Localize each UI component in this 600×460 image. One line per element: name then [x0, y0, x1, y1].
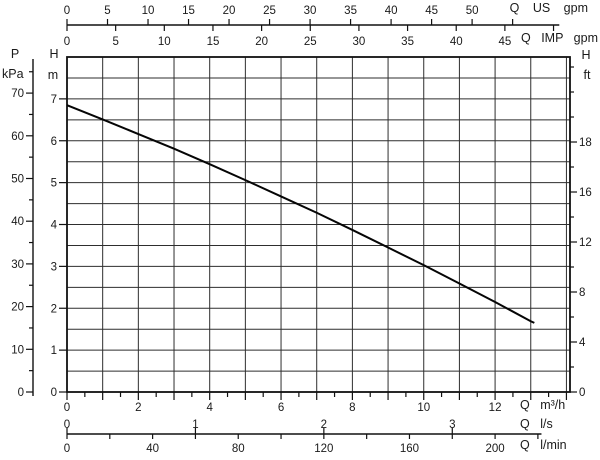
ls-tick-label: 3 [449, 419, 455, 431]
head-m-tick-label: 2 [51, 303, 57, 315]
head-m-tick-label: 6 [51, 136, 57, 148]
flow-axis-unit-us-gpm: Q US gpm [509, 1, 588, 15]
m3h-tick-label: 6 [278, 402, 284, 414]
imp-gpm-tick-label: 25 [304, 36, 317, 48]
kpa-tick-label: 60 [11, 131, 24, 143]
kpa-tick-label: 50 [11, 174, 24, 186]
us-gpm-tick-label: 30 [304, 5, 317, 17]
imp-gpm-tick-label: 35 [401, 36, 414, 48]
m3h-tick-label: 0 [64, 402, 70, 414]
lmin-tick-label: 200 [485, 443, 504, 455]
ft-tick-label: 8 [579, 287, 585, 299]
ft-tick-label: 0 [579, 387, 585, 399]
flow-axis-unit-lmin: Q l/min [520, 438, 567, 452]
pressure-axis-letter: P [10, 47, 20, 61]
ft-tick-label: 16 [579, 187, 592, 199]
head-m-tick-label: 7 [51, 94, 57, 106]
us-gpm-tick-label: 5 [104, 5, 110, 17]
pressure-axis-unit: kPa [2, 67, 24, 81]
kpa-tick-label: 0 [18, 387, 24, 399]
m3h-tick-label: 2 [135, 402, 141, 414]
imp-gpm-tick-label: 20 [255, 36, 268, 48]
us-gpm-tick-label: 50 [466, 5, 479, 17]
kpa-tick-label: 40 [11, 216, 24, 228]
head-m-tick-label: 4 [51, 220, 58, 232]
us-gpm-tick-label: 40 [385, 5, 398, 17]
head-curve [66, 104, 535, 324]
ft-tick-label: 18 [579, 137, 592, 149]
head-m-tick-label: 3 [51, 261, 57, 273]
lmin-tick-label: 120 [314, 443, 333, 455]
ls-tick-label: 2 [321, 419, 327, 431]
head-axis-unit-right: ft [583, 68, 591, 82]
us-gpm-tick-label: 15 [182, 5, 195, 17]
imp-gpm-tick-label: 40 [450, 36, 463, 48]
head-m-tick-label: 0 [51, 387, 57, 399]
imp-gpm-tick-label: 30 [353, 36, 366, 48]
flow-axis-unit-imp-gpm: Q IMP gpm [521, 31, 598, 45]
imp-gpm-tick-label: 5 [112, 36, 118, 48]
head-m-tick-label: 5 [51, 178, 57, 190]
lmin-tick-label: 80 [232, 443, 245, 455]
us-gpm-tick-label: 45 [425, 5, 438, 17]
kpa-tick-label: 70 [11, 88, 24, 100]
m3h-tick-label: 10 [417, 402, 430, 414]
ft-tick-label: 12 [579, 237, 592, 249]
us-gpm-tick-label: 25 [263, 5, 276, 17]
head-m-tick-label: 1 [51, 345, 57, 357]
m3h-tick-label: 8 [349, 402, 355, 414]
lmin-tick-label: 0 [64, 443, 70, 455]
kpa-tick-label: 10 [11, 344, 24, 356]
lmin-tick-label: 40 [146, 443, 159, 455]
head-axis-letter-right: H [581, 48, 591, 62]
flow-axis-unit-ls: Q l/s [520, 417, 553, 431]
imp-gpm-tick-label: 45 [498, 36, 511, 48]
ls-tick-label: 0 [64, 419, 70, 431]
flow-axis-unit-m3h: Q m³/h [520, 398, 566, 412]
us-gpm-tick-label: 10 [142, 5, 155, 17]
us-gpm-tick-label: 0 [64, 5, 70, 17]
us-gpm-tick-label: 35 [344, 5, 357, 17]
lmin-tick-label: 160 [400, 443, 419, 455]
m3h-tick-label: 4 [206, 402, 213, 414]
kpa-tick-label: 20 [11, 302, 24, 314]
ls-tick-label: 1 [192, 419, 198, 431]
m3h-tick-label: 12 [489, 402, 502, 414]
kpa-tick-label: 30 [11, 259, 24, 271]
imp-gpm-tick-label: 0 [64, 36, 70, 48]
imp-gpm-tick-label: 15 [207, 36, 220, 48]
head-axis-unit-left: m [47, 68, 59, 82]
us-gpm-tick-label: 20 [223, 5, 236, 17]
imp-gpm-tick-label: 10 [158, 36, 171, 48]
ft-tick-label: 4 [579, 337, 586, 349]
head-axis-letter-left: H [49, 47, 59, 61]
